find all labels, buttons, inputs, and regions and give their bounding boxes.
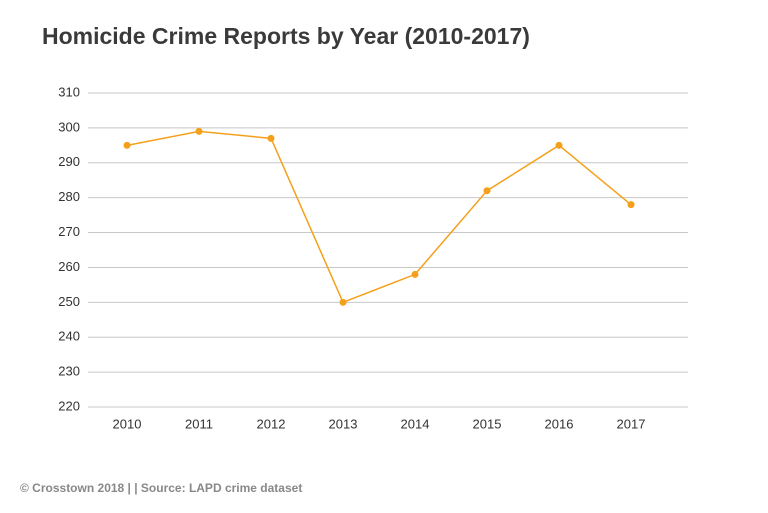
chart-title: Homicide Crime Reports by Year (2010-201…	[42, 23, 530, 49]
x-tick-label: 2014	[401, 416, 430, 431]
data-point	[195, 127, 203, 135]
y-tick-label: 300	[58, 119, 80, 134]
data-line	[126, 130, 632, 304]
y-tick-label: 220	[58, 398, 80, 413]
x-tick-label: 2017	[617, 416, 646, 431]
y-tick-label: 270	[58, 224, 80, 239]
x-tick-label: 2011	[185, 416, 213, 431]
data-point	[267, 134, 275, 142]
data-point	[555, 141, 563, 149]
y-tick-label: 230	[58, 364, 80, 379]
y-tick-label: 260	[58, 259, 80, 274]
y-tick-label: 310	[58, 84, 80, 99]
y-tick-label: 240	[58, 329, 80, 344]
x-tick-label: 2012	[257, 416, 286, 431]
y-tick-label: 290	[58, 154, 80, 169]
data-point	[483, 187, 491, 195]
data-point	[339, 298, 347, 306]
x-tick-label: 2010	[113, 416, 142, 431]
x-tick-label: 2013	[329, 416, 358, 431]
x-tick-label: 2016	[545, 416, 574, 431]
y-tick-label: 250	[58, 294, 80, 309]
data-point	[411, 270, 419, 278]
y-tick-label: 280	[58, 189, 80, 204]
data-point	[627, 201, 635, 209]
x-tick-label: 2015	[473, 416, 502, 431]
data-point	[123, 141, 131, 149]
source-note: © Crosstown 2018 | | Source: LAPD crime …	[20, 481, 302, 495]
